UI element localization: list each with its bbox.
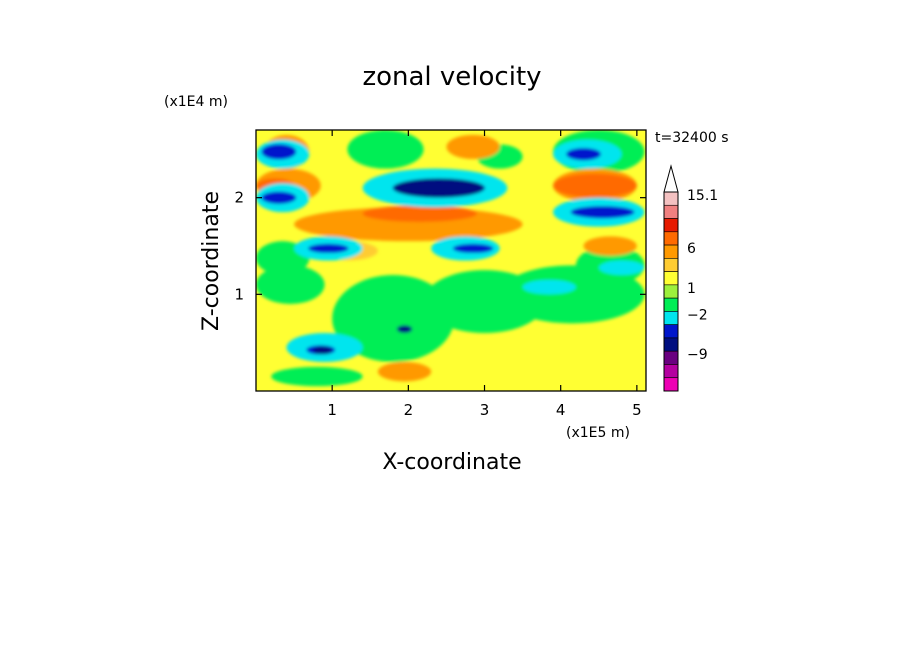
- y-multiplier-label: (x1E4 m): [164, 94, 228, 110]
- negative-weak-region: [522, 279, 576, 295]
- colorbar-swatch: [663, 204, 679, 219]
- colorbar-label: −2: [687, 307, 708, 323]
- positive-weak-region: [271, 366, 363, 387]
- time-label: t=32400 s: [655, 130, 729, 146]
- negative-strong-region: [566, 147, 601, 161]
- colorbar-label: 6: [687, 241, 696, 257]
- colorbar-labels: 15.1 6 1 −2 −9: [687, 188, 718, 363]
- colorbar-swatch: [663, 284, 679, 299]
- positive-strong-region: [362, 205, 477, 222]
- plot-area: [256, 130, 646, 391]
- colorbar-swatch: [663, 324, 679, 339]
- colorbar-swatch: [663, 258, 679, 272]
- colorbar-swatch: [663, 191, 679, 206]
- y-tick-label: 2: [234, 189, 244, 207]
- x-tick-label: 1: [327, 401, 337, 419]
- y-tick-label: 1: [234, 285, 244, 303]
- x-axis-ticks: 1 2 3 4 5: [327, 130, 642, 419]
- negative-strong-region: [308, 243, 349, 254]
- negative-core-region: [396, 325, 413, 333]
- positive-strong-region: [377, 362, 432, 382]
- colorbar-extend-triangle: [663, 164, 679, 193]
- colorbar-swatch: [663, 350, 679, 365]
- positive-weak-region: [347, 130, 424, 169]
- contour-fields: [256, 130, 645, 387]
- negative-strong-region: [452, 243, 494, 254]
- negative-strong-region: [261, 144, 297, 160]
- positive-strong-region: [446, 134, 500, 160]
- colorbar-swatch: [663, 244, 679, 259]
- colorbar-swatch: [663, 297, 679, 312]
- colorbar-label: 15.1: [687, 188, 718, 204]
- negative-core-region: [313, 346, 333, 355]
- colorbar-label: 1: [687, 281, 696, 297]
- x-tick-label: 3: [480, 401, 490, 419]
- negative-weak-region: [598, 260, 645, 275]
- colorbar-swatch: [663, 218, 679, 233]
- colorbar: [663, 164, 679, 392]
- x-tick-label: 4: [556, 401, 566, 419]
- negative-core-region: [393, 178, 485, 198]
- x-axis-label: X-coordinate: [382, 450, 521, 475]
- colorbar-swatch: [663, 231, 679, 246]
- colorbar-frame: [663, 191, 679, 392]
- y-axis-ticks: 12: [234, 189, 646, 303]
- colorbar-label: −9: [687, 347, 708, 363]
- chart-title: zonal velocity: [362, 62, 541, 92]
- x-tick-label: 5: [632, 401, 642, 419]
- y-axis-label: Z-coordinate: [199, 191, 224, 331]
- x-multiplier-label: (x1E5 m): [566, 425, 630, 441]
- positive-strong-region: [553, 173, 637, 198]
- colorbar-swatch: [663, 377, 679, 392]
- colorbar-swatch: [663, 364, 679, 379]
- positive-strong-region: [583, 236, 637, 256]
- positive-weak-region: [332, 275, 455, 362]
- x-tick-label: 2: [404, 401, 414, 419]
- colorbar-swatch: [663, 311, 679, 325]
- negative-strong-region: [261, 191, 297, 204]
- colorbar-swatch: [663, 337, 679, 352]
- colorbar-swatch: [663, 271, 679, 286]
- positive-weak-region: [256, 265, 325, 304]
- negative-strong-region: [570, 205, 635, 219]
- plot-frame: [255, 129, 647, 392]
